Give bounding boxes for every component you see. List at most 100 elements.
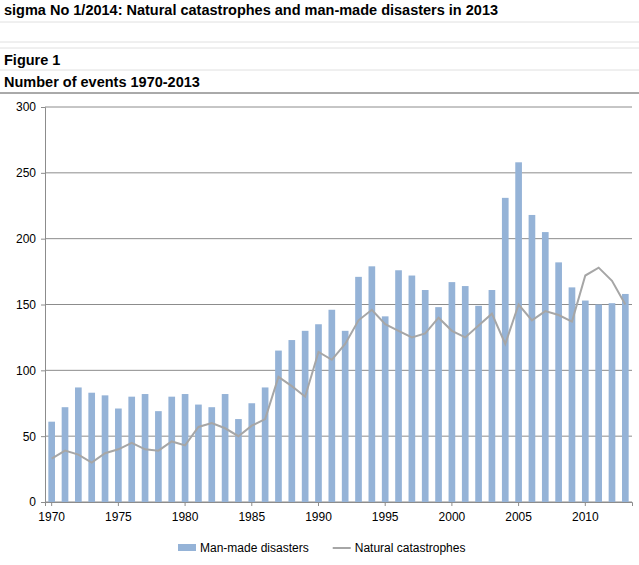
bar [582,301,589,502]
sheet-line [0,70,639,71]
header-rule [0,93,639,94]
x-tick: 1970 [38,502,65,524]
x-tick-label: 2010 [572,510,599,524]
bar [609,303,616,502]
y-tick: 250 [16,166,45,180]
bar [248,403,255,502]
y-tick-mark [41,305,45,306]
legend-swatch [333,547,351,549]
y-tick-mark [41,370,45,371]
bar [155,411,162,502]
grid [45,107,632,502]
x-tick-label: 1985 [238,510,265,524]
y-tick-label: 0 [29,495,36,509]
bar [62,407,69,502]
legend-swatch [178,544,196,551]
y-tick-mark [41,436,45,437]
title: sigma No 1/2014: Natural catastrophes an… [4,2,498,18]
y-tick-mark [41,107,45,108]
x-axis-line [46,503,633,507]
x-tick-label: 1970 [38,510,65,524]
bar [48,422,55,502]
sheet-line [0,22,639,23]
bar [449,282,456,502]
y-tick-label: 100 [16,364,36,378]
x-tick-mark [518,502,519,506]
x-axis: 1970 1975 1980 1985 1990 1995 2000 2005 2010 [38,502,632,524]
bar [502,198,509,502]
sheet-lines [0,22,639,93]
bar [529,215,536,502]
sheet-line [0,42,639,43]
chart: sigma No 1/2014: Natural catastrophes an… [0,0,639,565]
x-tick: 1985 [238,502,265,524]
x-tick-mark [51,502,52,506]
bar [328,310,335,502]
y-tick: 300 [16,100,45,114]
bar [342,331,349,502]
x-tick: 2000 [439,502,466,524]
x-tick: 2010 [572,502,599,524]
y-tick-label: 150 [16,298,36,312]
bar [462,286,469,502]
y-tick-mark [41,173,45,174]
sheet-line [0,48,639,49]
x-tick-label: 1995 [372,510,399,524]
bar [235,419,242,502]
bar [382,316,389,502]
y-tick: 0 [29,495,45,509]
x-tick-mark [385,502,386,506]
y-tick-label: 200 [16,232,36,246]
bar [168,397,175,502]
bar [208,407,215,502]
x-tick: 2005 [505,502,532,524]
bar [355,277,362,502]
x-tick-label: 1975 [105,510,132,524]
x-tick-mark [585,502,586,506]
bar [489,290,496,502]
y-tick: 100 [16,364,45,378]
bar [88,393,95,502]
bar [422,290,429,502]
x-tick-label: 2005 [505,510,532,524]
x-tick: 1980 [172,502,199,524]
bar-series [48,162,628,502]
grid-line [45,107,632,108]
bar [302,331,309,502]
y-tick-mark [41,502,45,503]
y-tick-label: 250 [16,166,36,180]
x-tick-mark [318,502,319,506]
bar [288,340,295,502]
bar [115,409,122,502]
y-tick-label: 50 [23,430,37,444]
bar [262,387,269,502]
bar [435,307,442,502]
x-tick-mark [118,502,119,506]
bar [275,351,282,502]
bar [555,262,562,502]
legend: Man-made disastersNatural catastrophes [178,541,465,555]
x-tick-mark [251,502,252,506]
x-tick-mark [451,502,452,506]
y-tick: 150 [16,298,45,312]
bar [409,276,416,502]
bar [128,397,135,502]
legend-label: Natural catastrophes [355,541,466,555]
bar [542,232,549,502]
x-tick-mark [185,502,186,506]
y-tick-mark [41,239,45,240]
subtitle: Number of events 1970-2013 [4,74,200,90]
x-tick: 1990 [305,502,332,524]
bar [182,394,189,502]
bar [622,294,629,502]
bar [195,405,202,502]
bar [515,162,522,502]
y-tick-label: 300 [16,100,36,114]
y-tick: 50 [23,430,45,444]
bar [395,270,402,502]
y-axis: 0 50 100 150 200 250 300 [16,100,46,509]
figure-label: Figure 1 [4,52,60,68]
y-tick: 200 [16,232,45,246]
line [52,268,626,463]
bar [222,394,229,502]
